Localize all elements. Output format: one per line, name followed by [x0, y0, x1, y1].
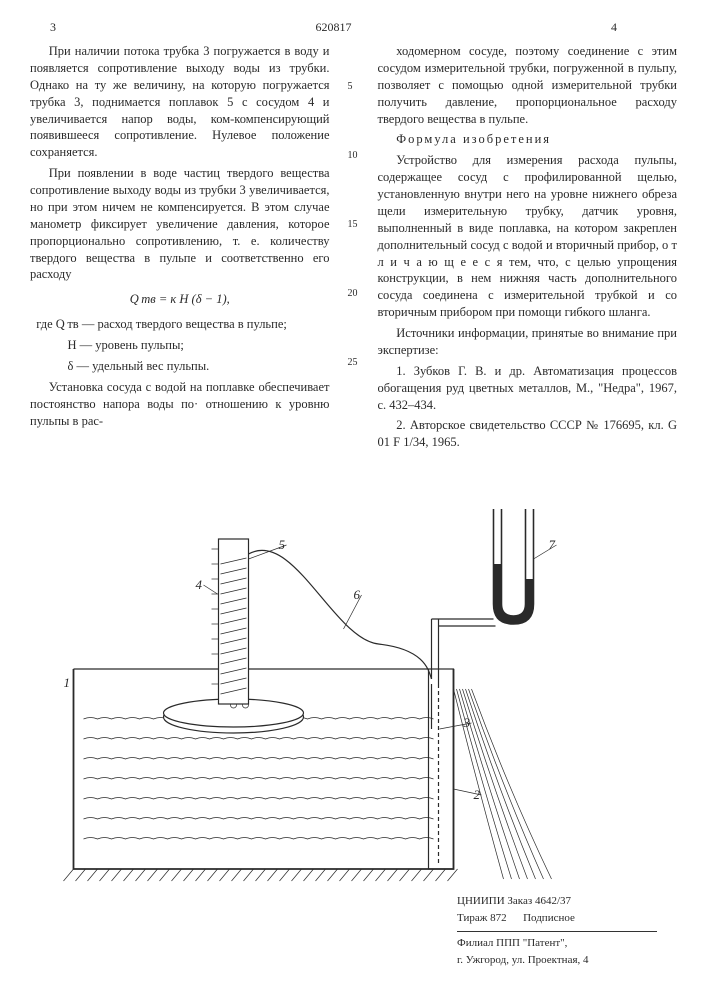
page-num-right: 4: [611, 20, 617, 35]
footer-tirage: Тираж 872: [457, 912, 507, 924]
def2-rhs: — уровень пульпы;: [80, 338, 184, 352]
left-p3: Установка сосуда с водой на поплавке обе…: [30, 379, 330, 430]
footer-branch: Филиал ППП "Патент",: [457, 935, 657, 953]
left-p2: При появлении в воде частиц твердого вещ…: [30, 165, 330, 283]
right-p2: Устройство для измерения расхода пульпы,…: [378, 152, 678, 321]
footer-order: ЦНИИПИ Заказ 4642/37: [457, 895, 571, 907]
ln-5: 5: [348, 81, 360, 92]
source-1: 1. Зубков Г. В. и др. Автоматизация проц…: [378, 363, 678, 414]
def3-rhs: — удельный вес пульпы.: [77, 359, 210, 373]
svg-text:6: 6: [354, 587, 361, 602]
footer-address: г. Ужгород, ул. Проектная, 4: [457, 952, 657, 970]
def2: H — уровень пульпы;: [68, 337, 330, 354]
device-diagram: 1234567: [30, 469, 677, 899]
page-header: 3 620817 4: [30, 20, 677, 35]
def3-lhs: δ: [68, 359, 74, 373]
imprint-footer: ЦНИИПИ Заказ 4642/37 Тираж 872 Подписное…: [457, 893, 657, 970]
ln-15: 15: [348, 219, 360, 230]
left-p1: При наличии потока трубка 3 погружается …: [30, 43, 330, 161]
def1-lhs: где Q тв: [36, 317, 78, 331]
footer-rule: [457, 931, 657, 932]
right-column: ходомерном сосуде, поэтому соединение с …: [378, 43, 678, 455]
svg-text:5: 5: [279, 537, 286, 552]
sources-title: Источники информации, принятые во вниман…: [378, 325, 678, 359]
formula: Q тв = к H (δ − 1),: [30, 291, 330, 308]
def1: где Q тв — расход твердого вещества в пу…: [36, 316, 329, 333]
page-num-left: 3: [50, 20, 56, 35]
doc-number: 620817: [316, 20, 352, 35]
line-numbers: 5 10 15 20 25: [348, 43, 360, 455]
svg-text:7: 7: [549, 537, 556, 552]
def2-lhs: H: [68, 338, 77, 352]
right-p1: ходомерном сосуде, поэтому соединение с …: [378, 43, 678, 127]
svg-text:1: 1: [64, 675, 71, 690]
text-columns: При наличии потока трубка 3 погружается …: [30, 43, 677, 455]
def3: δ — удельный вес пульпы.: [68, 358, 330, 375]
ln-25: 25: [348, 357, 360, 368]
source-2: 2. Авторское свидетельство СССР № 176695…: [378, 417, 678, 451]
ln-10: 10: [348, 150, 360, 161]
left-column: При наличии потока трубка 3 погружается …: [30, 43, 330, 455]
svg-text:3: 3: [463, 715, 471, 730]
svg-text:4: 4: [196, 577, 203, 592]
ln-20: 20: [348, 288, 360, 299]
def1-rhs: — расход твердого вещества в пульпе;: [82, 317, 287, 331]
footer-sub: Подписное: [523, 912, 575, 924]
claim-title: Формула изобретения: [378, 131, 678, 148]
